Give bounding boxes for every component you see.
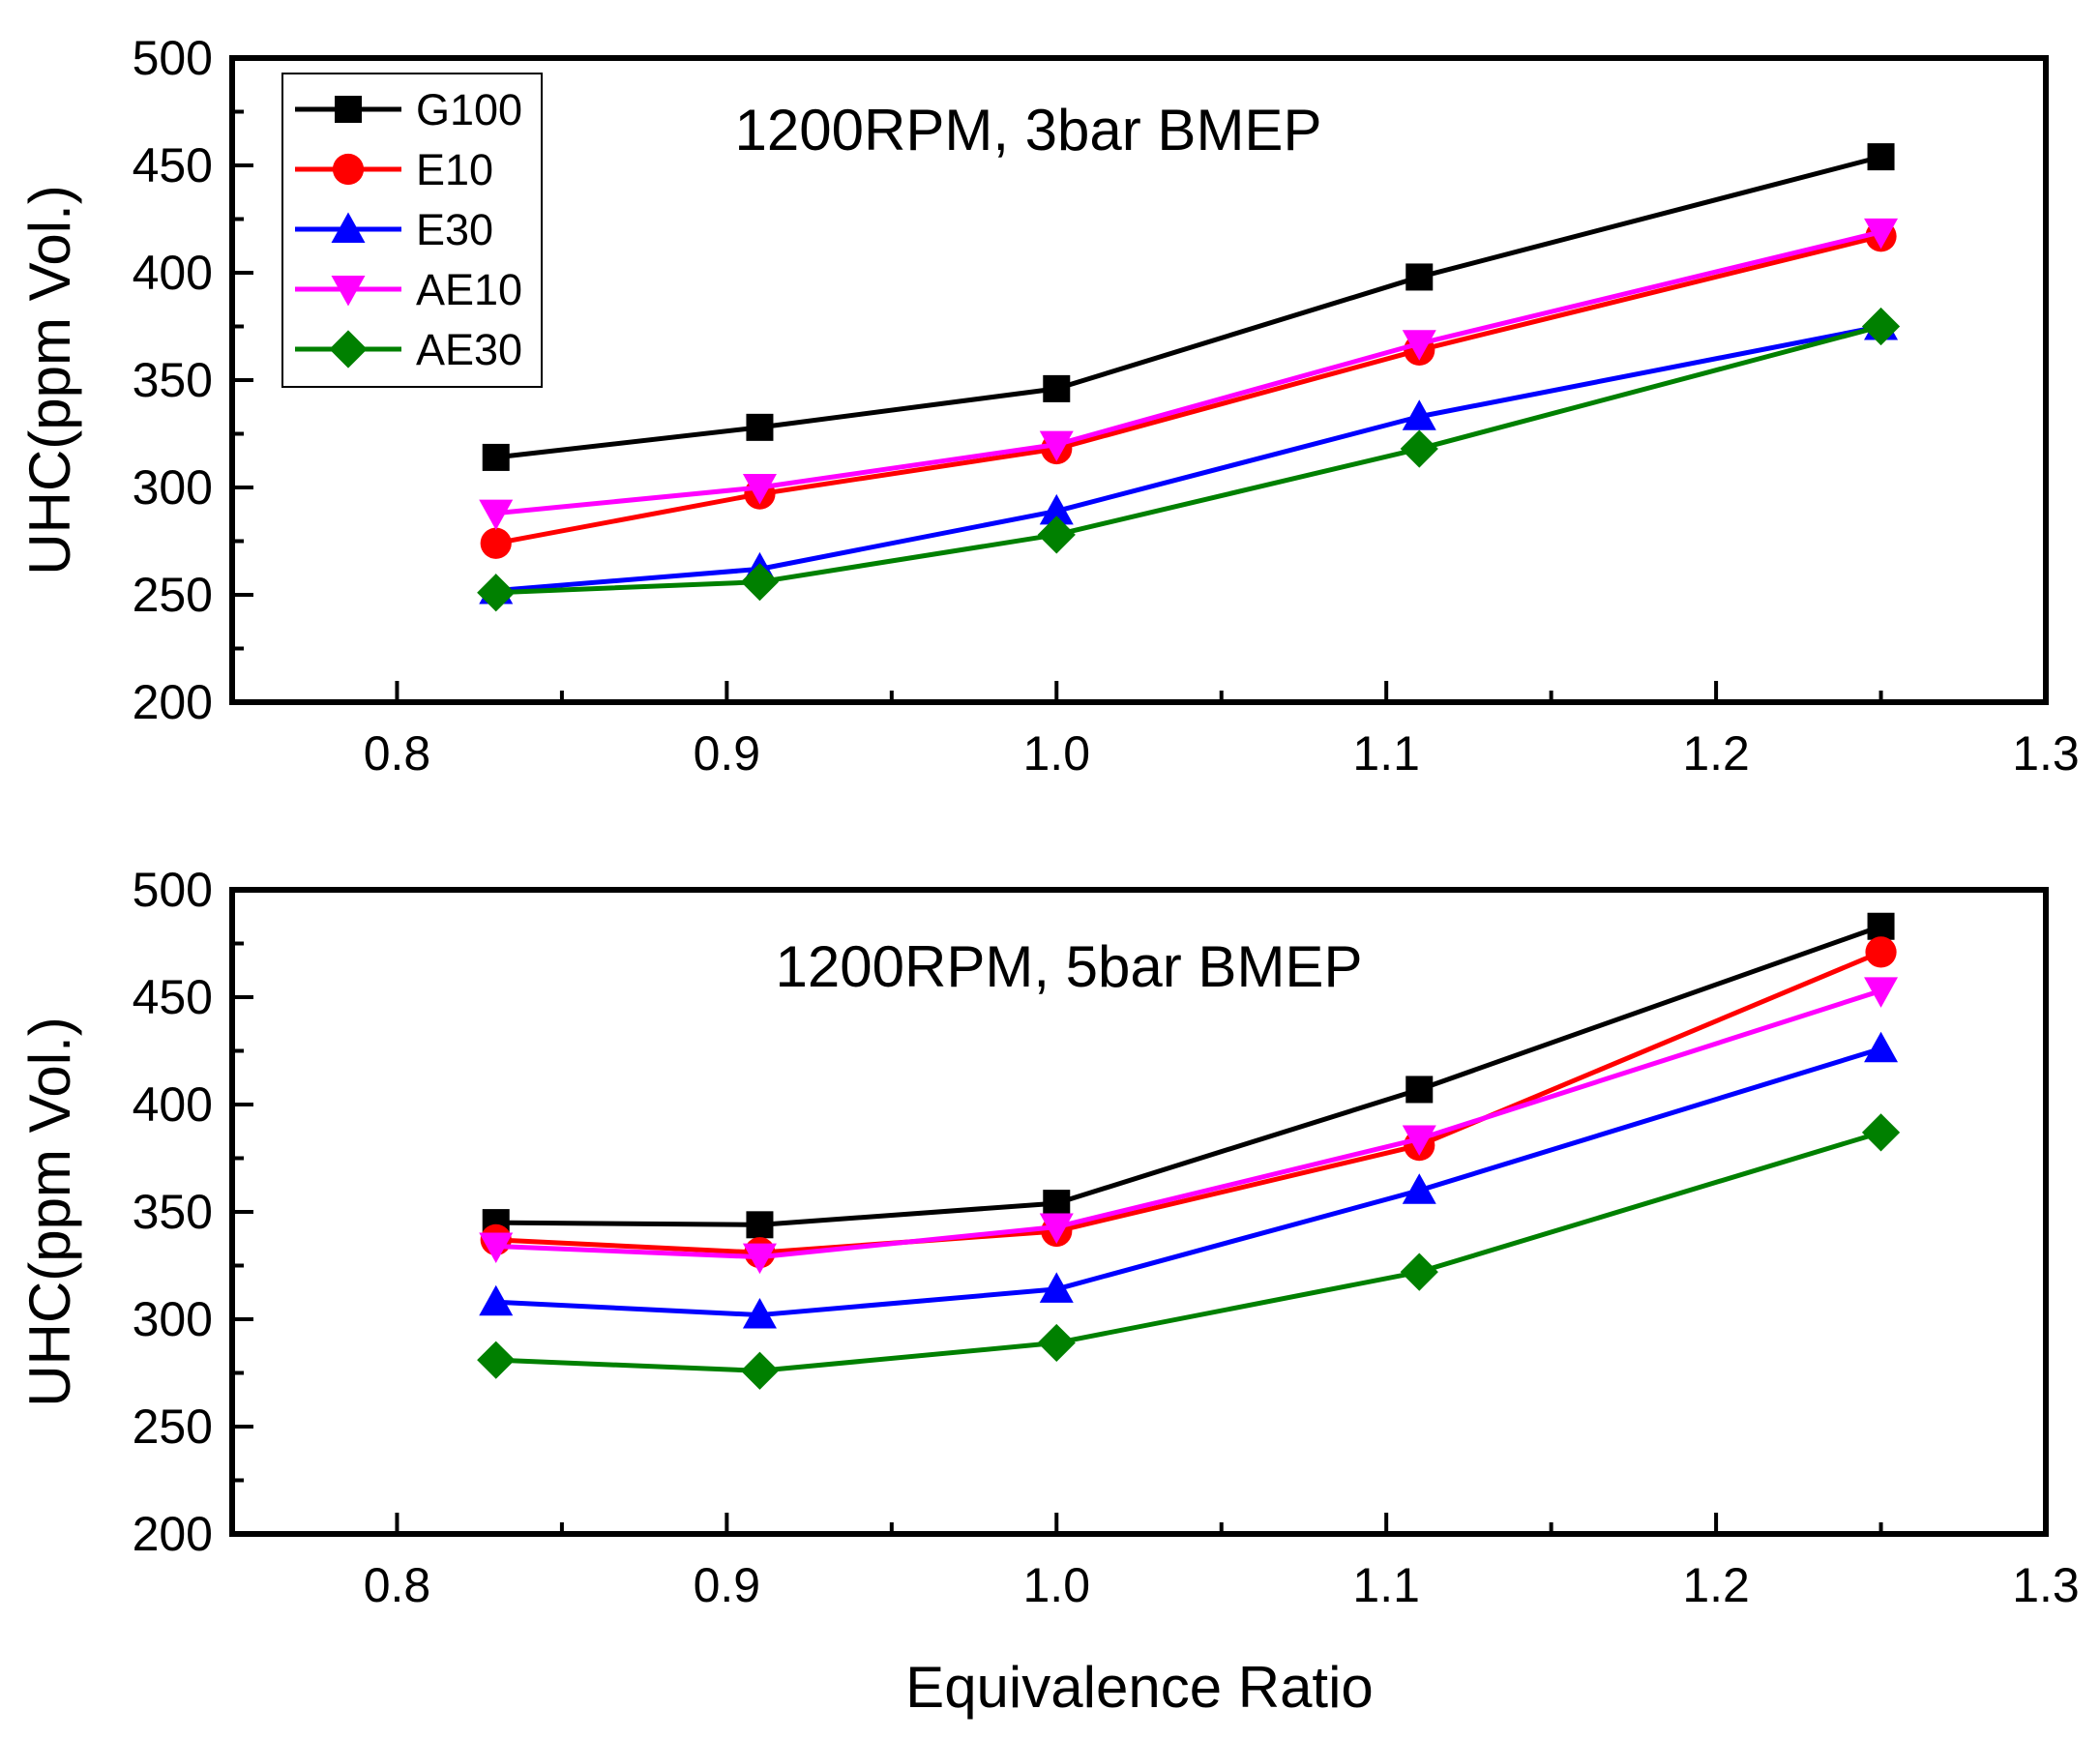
- y-tick-label: 300: [133, 460, 213, 515]
- data-point-ae10: [1402, 1125, 1436, 1157]
- axes-ticks: 0.8 0.9 1.0 1.1 1.2 1.3 200 250 300 350 400 450 500: [133, 31, 2080, 781]
- legend-marker: [331, 276, 366, 307]
- legend-item-e30: E30: [295, 205, 493, 254]
- legend-marker: [335, 96, 362, 123]
- data-point-e30: [1402, 1173, 1436, 1204]
- panel-title: 1200RPM, 5bar BMEP: [776, 934, 1363, 999]
- data-point-g100: [1405, 263, 1434, 291]
- y-tick-label: 500: [133, 863, 213, 917]
- legend-label: E30: [416, 205, 493, 254]
- legend-item-e10: E10: [295, 145, 493, 194]
- x-tick-label: 1.3: [2012, 1558, 2080, 1612]
- series-group: [477, 912, 1901, 1390]
- data-point-ae10: [1039, 430, 1074, 462]
- x-tick-label: 1.2: [1682, 726, 1750, 781]
- legend-item-ae10: AE10: [295, 265, 522, 314]
- data-point-ae30: [1400, 429, 1438, 468]
- y-tick-label: 400: [133, 246, 213, 300]
- x-tick-label: 1.1: [1352, 1558, 1420, 1612]
- data-point-ae30: [1861, 1113, 1901, 1152]
- x-tick-label: 1.2: [1682, 1558, 1750, 1612]
- data-point-g100: [1043, 1190, 1071, 1218]
- top-panel: 0.8 0.9 1.0 1.1 1.2 1.3200250300350400450500 …: [133, 31, 2080, 781]
- data-point-e30: [1864, 1031, 1899, 1063]
- data-point-e30: [479, 1284, 514, 1316]
- data-point-ae30: [740, 1351, 780, 1390]
- legend-marker: [329, 330, 368, 368]
- data-point-ae10: [742, 1243, 777, 1275]
- y-tick-label: 350: [133, 1185, 213, 1239]
- x-tick-label: 0.8: [364, 1558, 431, 1612]
- data-point-g100: [1405, 1076, 1434, 1104]
- bottom-panel: 0.8 0.9 1.0 1.1 1.2 1.3200250300350400450500 …: [133, 863, 2080, 1612]
- data-point-ae10: [1864, 218, 1899, 250]
- data-point-g100: [482, 443, 510, 471]
- axes-ticks: 0.8 0.9 1.0 1.1 1.2 1.3 200 250 300 350 400 450 500: [133, 863, 2080, 1612]
- data-point-e30: [1402, 399, 1436, 430]
- x-tick-label: 1.0: [1023, 726, 1091, 781]
- x-tick-label: 0.9: [694, 1558, 761, 1612]
- x-tick-label: 1.1: [1352, 726, 1420, 781]
- y-tick-label: 250: [133, 568, 213, 622]
- legend-label: AE10: [416, 265, 522, 314]
- y-tick-label: 200: [133, 1507, 213, 1561]
- y-tick-label: 350: [133, 353, 213, 407]
- series-ae30: [477, 307, 1901, 612]
- data-point-g100: [746, 413, 774, 441]
- data-point-g100: [1867, 912, 1895, 940]
- x-tick-label: 0.9: [694, 726, 761, 781]
- y-tick-label: 400: [133, 1077, 213, 1132]
- x-tick-label: 1.3: [2012, 726, 2080, 781]
- y-tick-label: 500: [133, 31, 213, 85]
- series-g100: [482, 143, 1895, 471]
- data-point-e30: [742, 1298, 777, 1329]
- series-group: [477, 143, 1901, 612]
- data-point-ae10: [1402, 330, 1436, 361]
- data-point-ae10: [1039, 1213, 1074, 1245]
- y-axis-title-top: UHC(ppm Vol.): [17, 185, 82, 575]
- x-tick-label: 1.0: [1023, 1558, 1091, 1612]
- legend-marker: [332, 153, 365, 186]
- series-ae10: [479, 218, 1899, 531]
- x-axis-title: Equivalence Ratio: [905, 1655, 1374, 1720]
- data-point-ae10: [1864, 977, 1899, 1008]
- data-point-g100: [746, 1211, 774, 1239]
- y-tick-label: 250: [133, 1400, 213, 1454]
- data-point-ae30: [1037, 516, 1076, 554]
- legend-marker: [331, 212, 366, 243]
- data-point-g100: [1043, 374, 1071, 402]
- legend-item-ae30: AE30: [295, 325, 522, 374]
- legend-label: AE30: [416, 325, 522, 374]
- data-point-ae30: [1400, 1253, 1438, 1291]
- panel-title: 1200RPM, 3bar BMEP: [735, 98, 1322, 162]
- data-point-ae30: [477, 1341, 516, 1379]
- legend-label: E10: [416, 145, 493, 194]
- y-axis-title-bottom: UHC(ppm Vol.): [17, 1017, 82, 1406]
- legend: G100 E10 E30 AE10 AE30: [281, 73, 543, 388]
- data-point-ae10: [479, 499, 514, 531]
- legend-item-g100: G100: [295, 85, 522, 134]
- data-point-e30: [1039, 493, 1074, 525]
- data-point-g100: [1867, 143, 1895, 171]
- series-ae30: [477, 1113, 1901, 1390]
- data-point-ae30: [477, 574, 516, 612]
- y-tick-label: 450: [133, 138, 213, 192]
- y-tick-label: 300: [133, 1292, 213, 1346]
- data-point-e30: [1039, 1272, 1074, 1303]
- series-e30: [479, 1031, 1899, 1329]
- x-tick-label: 0.8: [364, 726, 431, 781]
- y-tick-label: 200: [133, 675, 213, 729]
- legend-label: G100: [416, 85, 522, 134]
- data-point-ae30: [740, 563, 780, 602]
- data-point-ae30: [1037, 1323, 1076, 1363]
- data-point-ae10: [479, 1232, 514, 1264]
- data-point-ae30: [1861, 307, 1901, 346]
- data-point-ae10: [742, 474, 777, 505]
- data-point-e10: [480, 527, 512, 559]
- y-tick-label: 450: [133, 970, 213, 1024]
- series-ae10: [479, 977, 1899, 1275]
- data-point-e10: [1865, 936, 1897, 968]
